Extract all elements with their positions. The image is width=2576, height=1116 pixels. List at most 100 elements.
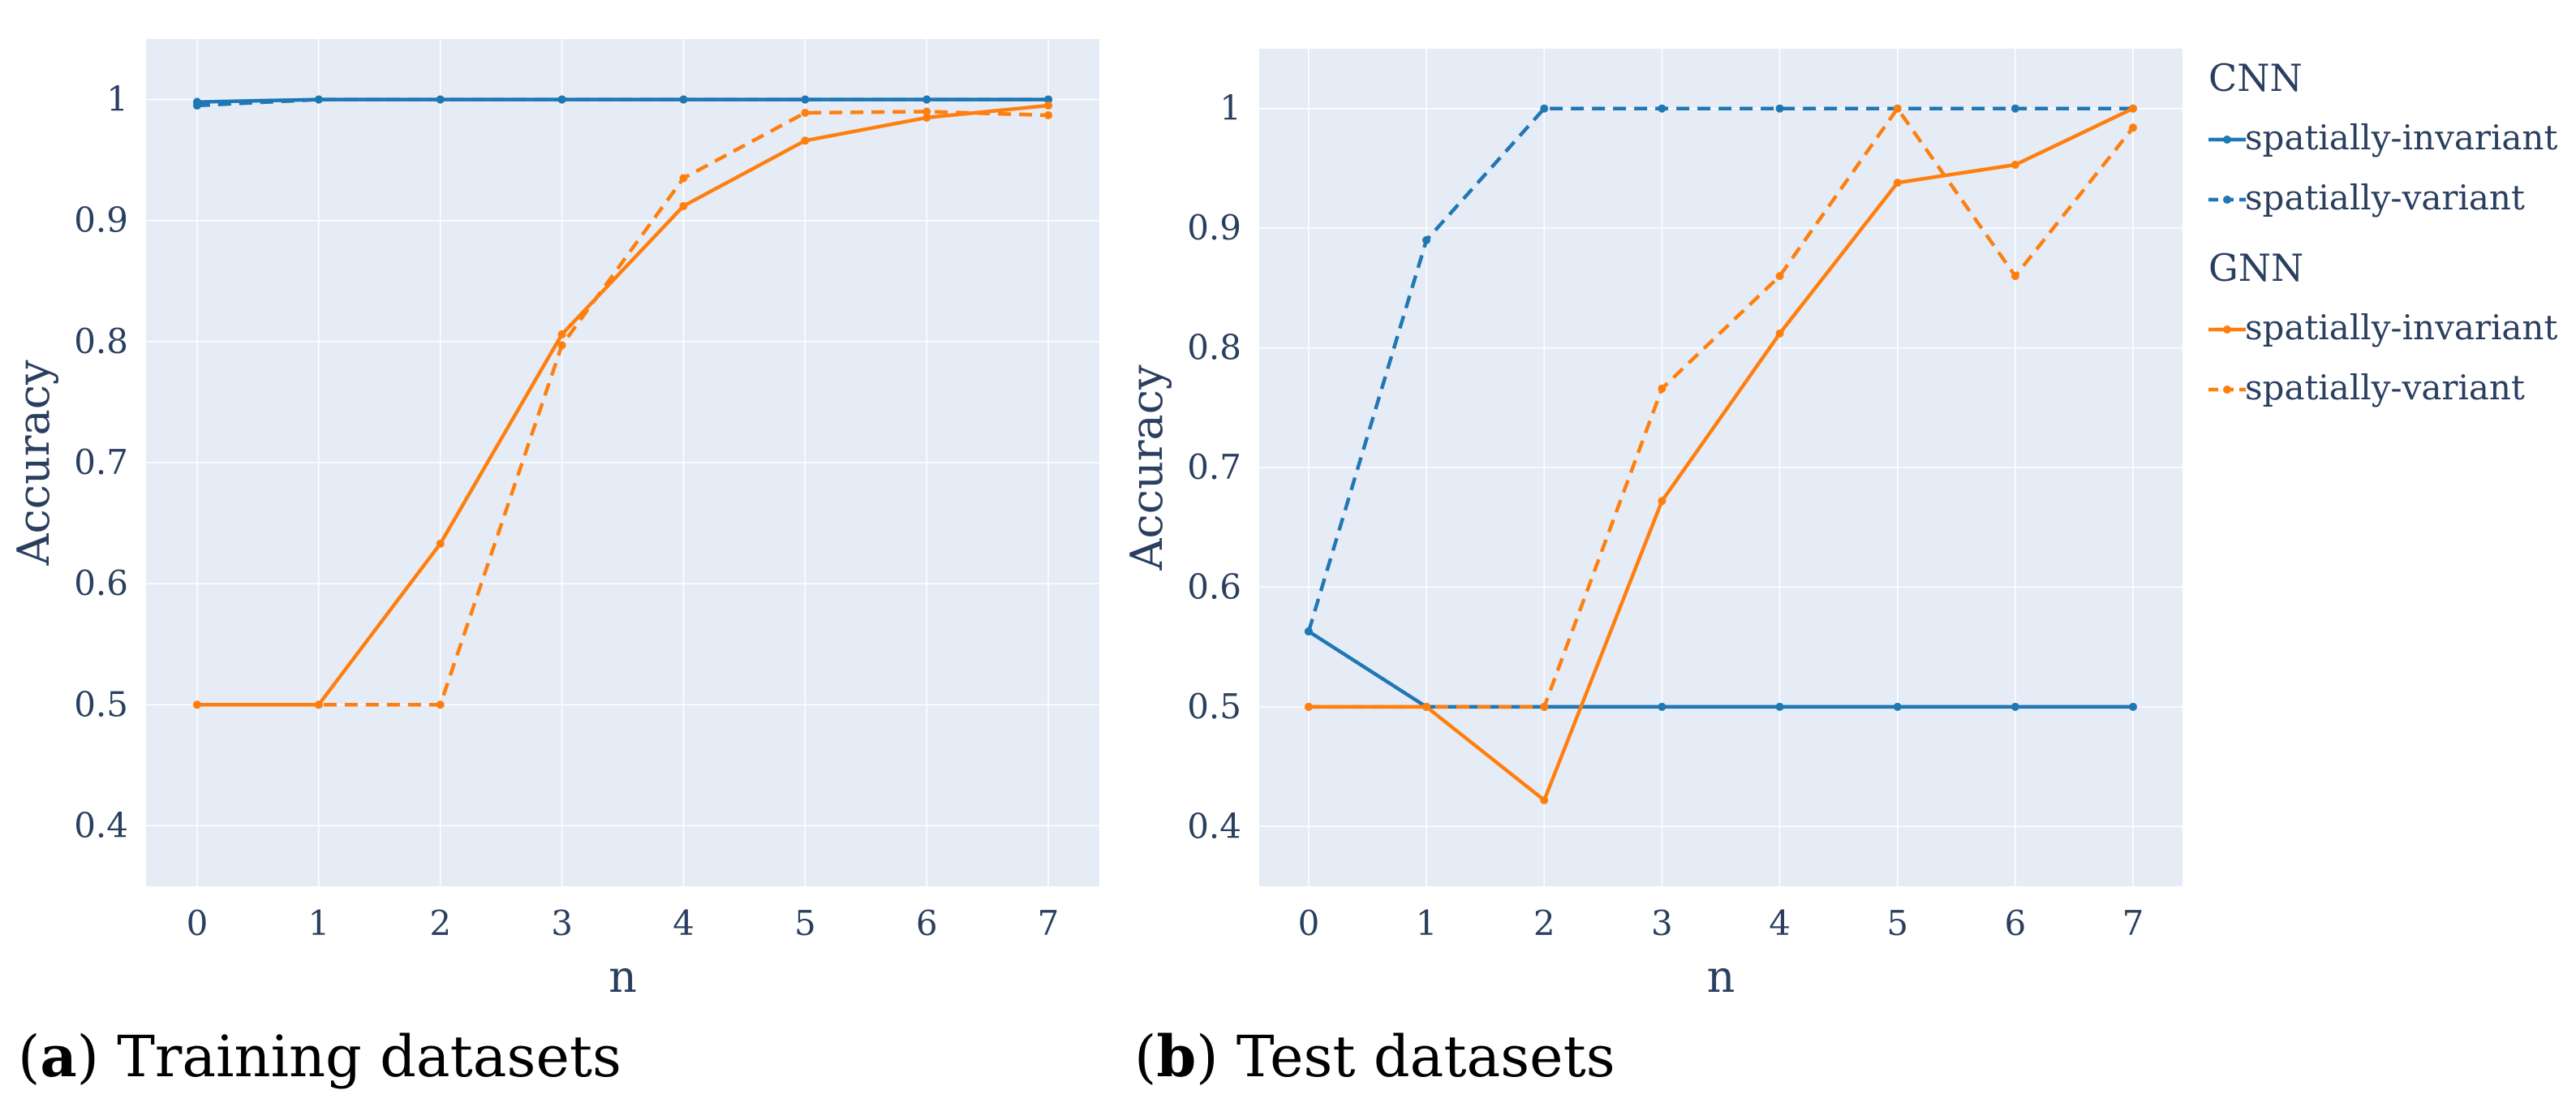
data-point xyxy=(1044,101,1053,110)
data-point xyxy=(2010,161,2019,170)
x-tick-label: 1 xyxy=(1416,903,1438,943)
legend-item-label: spatially-variant xyxy=(2245,368,2525,407)
x-tick-label: 6 xyxy=(2005,903,2027,943)
data-point xyxy=(801,95,810,104)
data-point xyxy=(1540,795,1549,804)
x-tick-label: 2 xyxy=(1533,903,1555,943)
data-point xyxy=(679,201,688,210)
series-line xyxy=(1309,106,2134,803)
x-tick-label: 5 xyxy=(794,903,816,943)
data-point xyxy=(1044,110,1053,119)
x-tick-label: 4 xyxy=(673,903,695,943)
legend: CNN spatially-invariant spatially-variant G… xyxy=(2208,56,2557,407)
legend-swatch-marker xyxy=(2223,136,2231,144)
legend-item-label: spatially-invariant xyxy=(2245,308,2557,347)
x-tick-label: 0 xyxy=(187,903,209,943)
data-point xyxy=(2129,104,2138,113)
data-point xyxy=(314,700,323,709)
data-point xyxy=(1540,702,1549,711)
data-point xyxy=(436,95,445,104)
y-tick-label: 0.7 xyxy=(1187,447,1241,487)
training-chart: 0 1 2 3 4 5 6 7 0.4 0.5 0.6 0.7 0.8 0.9 1 n Accuracy xyxy=(8,39,1099,1002)
data-point xyxy=(2129,702,2138,711)
caption-letter: b xyxy=(1156,1023,1197,1090)
caption-training: (a) Training datasets xyxy=(18,1023,621,1090)
data-point xyxy=(557,341,566,350)
data-point xyxy=(922,113,931,122)
data-point xyxy=(1658,384,1666,393)
data-point xyxy=(1775,272,1784,281)
legend-swatch-marker xyxy=(2223,386,2231,394)
x-tick-label: 2 xyxy=(429,903,451,943)
data-point xyxy=(2129,123,2138,132)
y-axis-title: Accuracy xyxy=(8,360,59,567)
data-point xyxy=(801,108,810,117)
series-line xyxy=(1309,106,2135,709)
legend-swatch-marker xyxy=(2223,196,2231,204)
legend-item-label: spatially-invariant xyxy=(2245,118,2557,157)
data-point xyxy=(1422,235,1431,244)
data-point xyxy=(1893,702,1902,711)
data-point xyxy=(557,330,566,338)
series-line xyxy=(196,97,1049,108)
data-point xyxy=(1775,329,1784,338)
caption-letter: a xyxy=(40,1023,77,1090)
y-tick-label: 0.6 xyxy=(1187,567,1241,606)
test-chart: 0 1 2 3 4 5 6 7 0.4 0.5 0.6 0.7 0.8 0.9 1 n Accuracy xyxy=(1121,49,2183,1002)
data-point xyxy=(2010,702,2019,711)
y-tick-label: 0.9 xyxy=(74,200,128,240)
data-point xyxy=(679,174,688,183)
x-tick-label: 6 xyxy=(916,903,938,943)
data-point xyxy=(1044,95,1053,104)
y-axis-title: Accuracy xyxy=(1121,364,1172,571)
data-point xyxy=(314,95,323,104)
data-point xyxy=(2010,272,2019,281)
data-point xyxy=(1893,179,1902,187)
data-point xyxy=(1422,702,1431,711)
y-tick-label: 0.6 xyxy=(74,563,128,603)
y-tick-label: 1 xyxy=(106,80,128,119)
caption-text: Training datasets xyxy=(98,1023,621,1090)
y-tick-label: 0.8 xyxy=(74,321,128,361)
y-tick-label: 0.8 xyxy=(1187,328,1241,368)
data-point xyxy=(1658,104,1666,113)
legend-swatch-marker xyxy=(2223,325,2231,334)
legend-group-title: GNN xyxy=(2208,246,2303,290)
y-tick-label: 0.7 xyxy=(74,442,128,482)
x-axis-title: n xyxy=(609,951,637,1002)
data-point xyxy=(679,95,688,104)
data-point xyxy=(1893,104,1902,113)
y-tick-label: 0.4 xyxy=(74,805,128,845)
series-line xyxy=(196,103,1049,707)
x-axis-title: n xyxy=(1707,951,1735,1002)
data-point xyxy=(1304,702,1313,711)
x-tick-label: 4 xyxy=(1769,903,1791,943)
data-point xyxy=(922,107,931,116)
data-point xyxy=(1775,104,1784,113)
y-tick-label: 0.5 xyxy=(1187,687,1241,726)
x-tick-label: 7 xyxy=(1038,903,1060,943)
data-point xyxy=(436,700,445,709)
caption-text: Test datasets xyxy=(1218,1023,1615,1090)
data-point xyxy=(1775,702,1784,711)
x-tick-label: 3 xyxy=(1651,903,1673,943)
data-point xyxy=(801,136,810,145)
caption-test: (b) Test datasets xyxy=(1134,1023,1615,1090)
data-point xyxy=(1658,702,1666,711)
x-tick-label: 3 xyxy=(551,903,573,943)
data-point xyxy=(436,539,445,548)
data-point xyxy=(192,101,201,110)
data-point xyxy=(557,95,566,104)
x-tick-label: 7 xyxy=(2122,903,2144,943)
data-point xyxy=(2010,104,2019,113)
y-tick-label: 0.5 xyxy=(74,684,128,724)
y-tick-label: 1 xyxy=(1219,88,1241,128)
data-point xyxy=(1540,104,1549,113)
series-line xyxy=(196,110,1049,707)
y-tick-label: 0.9 xyxy=(1187,208,1241,248)
data-point xyxy=(192,700,201,709)
data-point xyxy=(1658,497,1666,506)
legend-item-label: spatially-variant xyxy=(2245,178,2525,218)
x-tick-label: 1 xyxy=(307,903,329,943)
